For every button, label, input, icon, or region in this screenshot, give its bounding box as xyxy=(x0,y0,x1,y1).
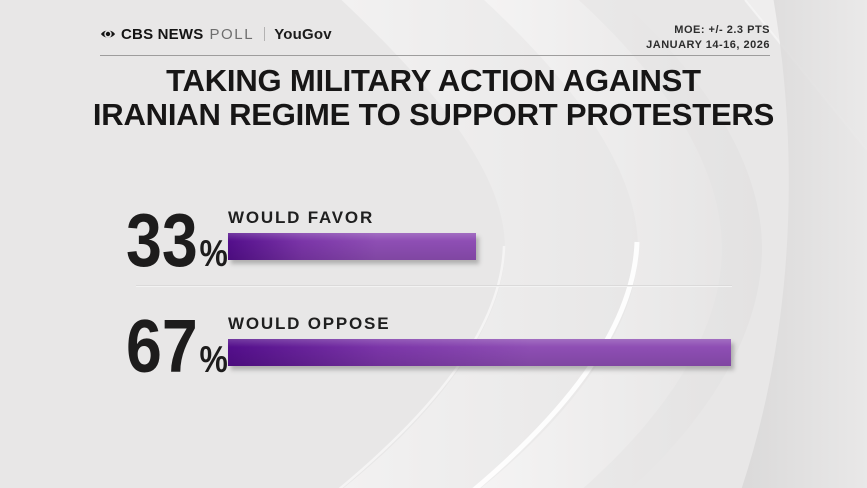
cbs-eye-icon xyxy=(101,30,115,38)
chart-title-line2: IRANIAN REGIME TO SUPPORT PROTESTERS xyxy=(92,97,775,133)
date-text: JANUARY 14-16, 2026 xyxy=(646,39,770,52)
bar-track-oppose xyxy=(228,339,731,366)
brand-poll: POLL xyxy=(209,25,255,43)
brand-yougov: YouGov xyxy=(274,25,332,43)
chart-title-line1: TAKING MILITARY ACTION AGAINST xyxy=(166,63,701,98)
label-would-oppose: WOULD OPPOSE xyxy=(228,314,391,333)
value-number: 33 xyxy=(126,198,198,282)
brand-divider xyxy=(264,27,266,41)
brand-cbs-news: CBS NEWS xyxy=(121,25,204,43)
value-would-favor: 33% xyxy=(126,203,228,278)
value-would-oppose: 67% xyxy=(126,309,228,384)
chart-title: TAKING MILITARY ACTION AGAINST IRANIAN R… xyxy=(0,63,867,133)
bar-would-favor xyxy=(228,233,476,260)
brand-lockup: CBS NEWS POLL YouGov xyxy=(100,25,332,43)
percent-sign: % xyxy=(199,233,228,274)
header-rule xyxy=(100,55,770,56)
percent-sign: % xyxy=(199,339,228,380)
poll-meta: MOE: +/- 2.3 PTS JANUARY 14-16, 2026 xyxy=(646,23,770,54)
bar-track-favor xyxy=(228,233,731,260)
value-number: 67 xyxy=(126,304,198,388)
bar-would-oppose xyxy=(228,339,731,366)
row-divider xyxy=(136,285,732,287)
moe-text: MOE: +/- 2.3 PTS xyxy=(674,24,770,36)
label-would-favor: WOULD FAVOR xyxy=(228,208,375,227)
